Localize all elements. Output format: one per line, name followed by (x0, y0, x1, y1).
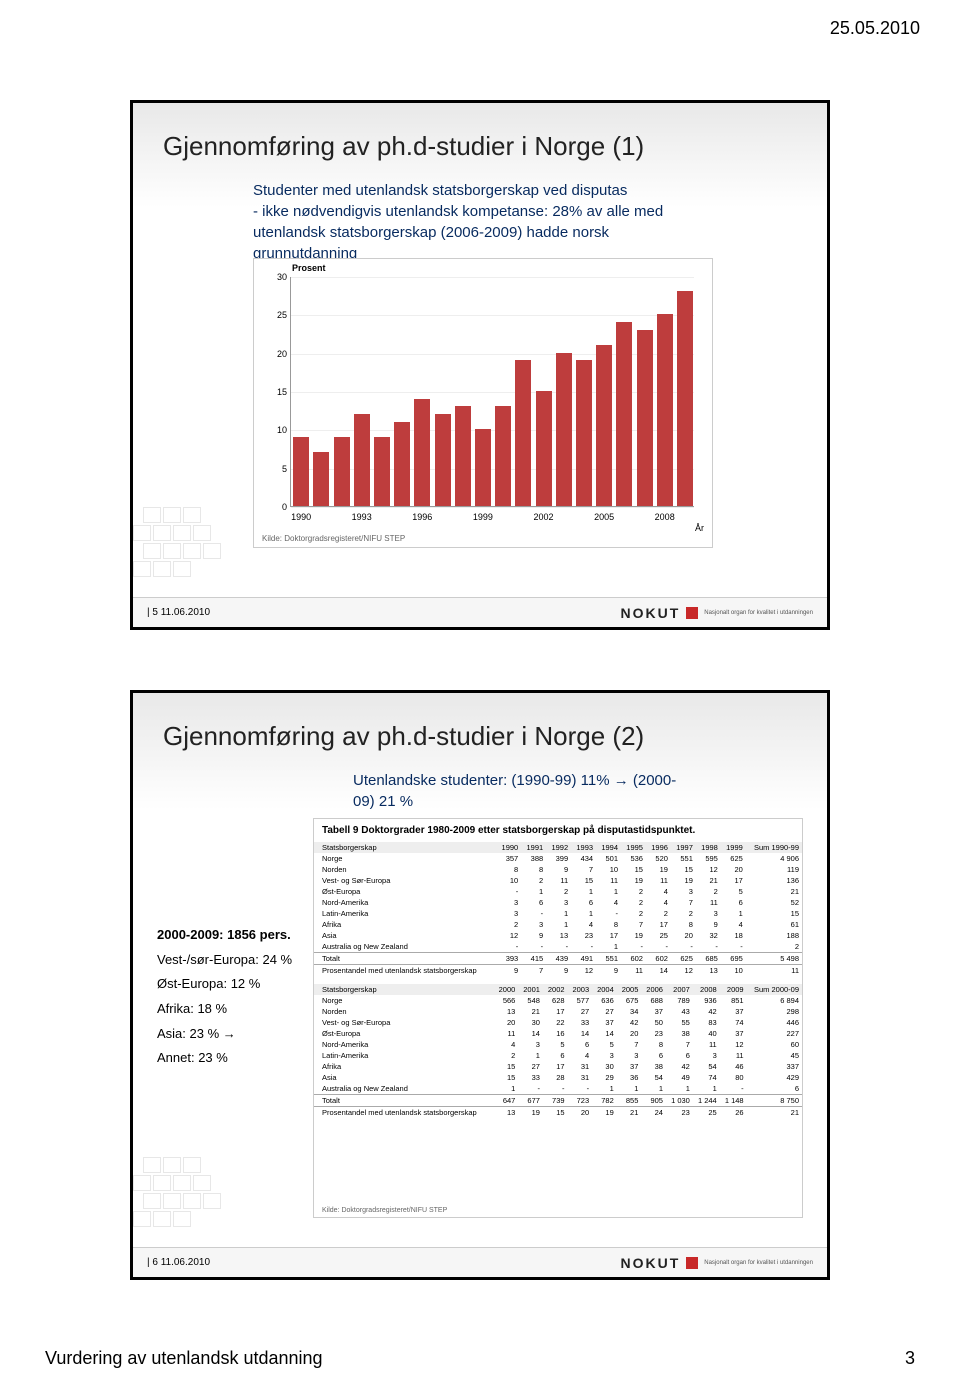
bar (354, 414, 370, 506)
stats-header: 2000-2009: 1856 pers. (157, 923, 292, 948)
nokut-name-2: NOKUT (620, 1255, 680, 1271)
bar (596, 345, 612, 506)
ytick: 0 (269, 502, 287, 512)
stats-line: Afrika: 18 % (157, 997, 292, 1022)
nokut-sub-2: Nasjonalt organ for kvalitet i utdanning… (704, 1260, 813, 1266)
hex-watermark (133, 497, 263, 607)
nokut-red-icon (686, 607, 698, 619)
bar (475, 429, 491, 506)
bar (495, 406, 511, 506)
bar (515, 360, 531, 506)
hex-watermark-2 (133, 1147, 263, 1257)
chart-xlabel: År (695, 523, 704, 533)
ytick: 15 (269, 387, 287, 397)
bar (657, 314, 673, 506)
page-footer-right: 3 (905, 1348, 915, 1369)
slide-2: Gjennomføring av ph.d-studier i Norge (2… (130, 690, 830, 1280)
slide1-subtitle: Studenter med utenlandsk statsborgerskap… (133, 162, 693, 264)
xtick: 1993 (352, 512, 372, 522)
bar (374, 437, 390, 506)
stats-side: 2000-2009: 1856 pers. Vest-/sør-Europa: … (157, 923, 292, 1071)
nokut-red-icon-2 (686, 1257, 698, 1269)
xtick: 2008 (655, 512, 675, 522)
table-title: Tabell 9 Doktorgrader 1980-2009 etter st… (314, 819, 802, 838)
bar (334, 437, 350, 506)
nokut-logo: NOKUT Nasjonalt organ for kvalitet i utd… (620, 605, 813, 621)
xtick: 2002 (533, 512, 553, 522)
bar (313, 452, 329, 506)
xtick: 1999 (473, 512, 493, 522)
slide2-footer: | 6 11.06.2010 NOKUT Nasjonalt organ for… (133, 1247, 827, 1277)
slide1-sub1: Studenter med utenlandsk statsborgerskap… (253, 182, 627, 199)
slide2-title: Gjennomføring av ph.d-studier i Norge (2… (133, 693, 827, 752)
bar (556, 353, 572, 506)
stats-line: Annet: 23 % (157, 1046, 292, 1071)
slide1-page-indicator: | 5 11.06.2010 (147, 607, 210, 618)
nokut-sub: Nasjonalt organ for kvalitet i utdanning… (704, 610, 813, 616)
header-date: 25.05.2010 (830, 18, 920, 39)
nokut-logo-2: NOKUT Nasjonalt organ for kvalitet i utd… (620, 1255, 813, 1271)
bar (616, 322, 632, 506)
page-footer-left: Vurdering av utenlandsk utdanning (45, 1348, 323, 1369)
bar (435, 414, 451, 506)
slide1-sub2: - ikke nødvendigvis utenlandsk kompetans… (253, 203, 663, 262)
chart-ylabel: Prosent (292, 263, 326, 273)
slide-1: Gjennomføring av ph.d-studier i Norge (1… (130, 100, 830, 630)
xtick: 1990 (291, 512, 311, 522)
slide1-footer: | 5 11.06.2010 NOKUT Nasjonalt organ for… (133, 597, 827, 627)
ytick: 5 (269, 464, 287, 474)
table-source: Kilde: Doktorgradsregisteret/NIFU STEP (322, 1207, 447, 1214)
table-2000s: Statsborgerskap2000200120022003200420052… (314, 984, 802, 1118)
ytick: 30 (269, 272, 287, 282)
bar-chart: Prosent 05101520253019901993199619992002… (253, 258, 713, 548)
ytick: 25 (269, 310, 287, 320)
xtick: 2005 (594, 512, 614, 522)
table-1990s: Statsborgerskap1990199119921993199419951… (314, 842, 802, 976)
bar (293, 437, 309, 506)
slide2-subtitle: Utenlandske studenter: (1990-99) 11% → (… (133, 752, 693, 812)
stats-line: Asia: 23 % → (157, 1022, 292, 1047)
data-table: Tabell 9 Doktorgrader 1980-2009 etter st… (313, 818, 803, 1218)
bar (536, 391, 552, 506)
bar (455, 406, 471, 506)
nokut-name: NOKUT (620, 605, 680, 621)
xtick: 1996 (412, 512, 432, 522)
bar (414, 399, 430, 506)
bar (394, 422, 410, 506)
bar (677, 291, 693, 506)
bar (576, 360, 592, 506)
stats-line: Vest-/sør-Europa: 24 % (157, 948, 292, 973)
stats-line: Øst-Europa: 12 % (157, 972, 292, 997)
chart-source: Kilde: Doktorgradsregisteret/NIFU STEP (262, 534, 405, 543)
bar (637, 330, 653, 506)
slide2-page-indicator: | 6 11.06.2010 (147, 1257, 210, 1268)
chart-plot-area: 0510152025301990199319961999200220052008 (290, 277, 694, 507)
slide1-title: Gjennomføring av ph.d-studier i Norge (1… (133, 103, 827, 162)
ytick: 20 (269, 349, 287, 359)
ytick: 10 (269, 425, 287, 435)
